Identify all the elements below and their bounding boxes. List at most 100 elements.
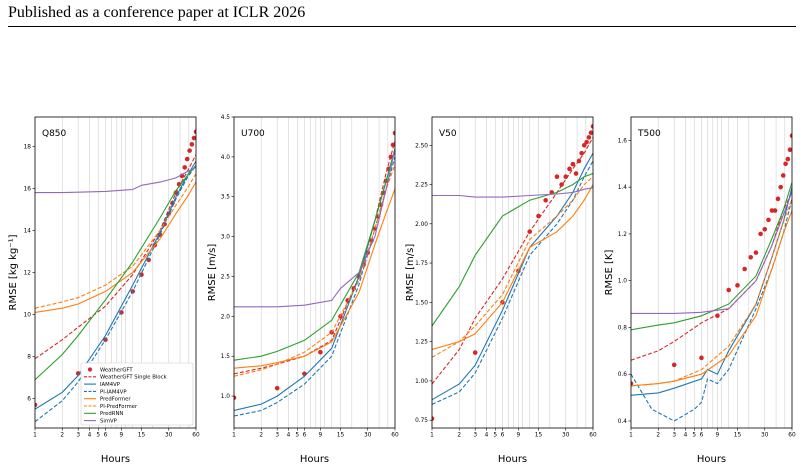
y-tick-label: 4.5	[221, 115, 231, 121]
x-tick-label: 30	[165, 433, 173, 439]
data-point	[570, 161, 576, 167]
series-line-predformer	[35, 181, 196, 313]
series-line-weathergft-single-block	[631, 191, 792, 361]
plot-area	[234, 130, 395, 417]
x-tick-label: 30	[364, 433, 372, 439]
x-tick-label: 3	[473, 433, 477, 439]
data-point	[762, 226, 768, 232]
data-point	[189, 142, 195, 147]
data-point	[182, 165, 187, 170]
legend-label: PI-IAM4VP	[100, 389, 127, 395]
y-tick-label: 16	[24, 186, 32, 192]
data-point	[778, 184, 783, 190]
data-point	[775, 196, 781, 202]
plot-area	[432, 124, 593, 421]
data-point	[559, 182, 564, 187]
y-tick-label: 12	[24, 271, 32, 277]
data-point	[184, 156, 190, 162]
data-point	[753, 250, 759, 255]
y-tick-label: 8	[27, 355, 31, 361]
x-tick-label: 9	[319, 433, 323, 439]
x-tick-label: 6	[700, 433, 704, 439]
series-line-weathergft-single-block	[234, 140, 395, 375]
series-line-predrnn	[234, 148, 395, 361]
x-tick-label: 1	[430, 433, 434, 439]
y-tick-label: 1.50	[415, 300, 428, 306]
x-tick-label: 1	[629, 433, 633, 439]
series-line-simvp	[631, 191, 792, 314]
panel-label: U700	[241, 129, 265, 139]
data-point	[748, 255, 754, 260]
data-point	[543, 197, 548, 203]
series-line-weathergft-single-block	[432, 137, 593, 385]
series-line-simvp	[234, 148, 395, 308]
data-point	[234, 395, 237, 400]
series-line-predrnn	[35, 164, 196, 381]
y-tick-label: 0.8	[618, 325, 628, 331]
y-tick-label: 6	[27, 397, 31, 403]
data-point	[432, 416, 435, 421]
x-tick-label: 30	[761, 433, 769, 439]
series-line-iam4vp	[432, 152, 593, 401]
x-tick-label: 4	[485, 433, 489, 439]
data-point	[318, 349, 323, 355]
x-tick-label: 5	[96, 433, 100, 439]
x-tick-label: 4	[684, 433, 688, 439]
series-line-predformer	[631, 210, 792, 387]
y-tick-label: 3.5	[221, 195, 231, 201]
series-line-weathergft-single-block	[35, 154, 196, 360]
header-rule	[8, 26, 796, 27]
series-line-iam4vp	[631, 187, 792, 396]
x-tick-label: 1	[33, 433, 37, 439]
x-tick-label: 30	[562, 433, 570, 439]
data-point	[769, 208, 775, 213]
y-tick-label: 10	[24, 313, 32, 319]
data-point	[187, 148, 192, 153]
plot-frame	[233, 116, 396, 429]
y-axis-label: RMSE [kg kg⁻¹]	[8, 234, 19, 310]
series-line-predrnn	[432, 172, 593, 327]
chart-panel-u700: 1 2 3 4 5 6 9 15 30 60 1.0 1.5 2.0 2.5 3.0 3.5 4.0 4.5 U70…	[207, 115, 399, 465]
y-tick-label: 3.0	[221, 235, 231, 241]
y-tick-label: 2.0	[221, 314, 231, 320]
data-point	[191, 135, 196, 141]
panel-label: Q850	[42, 129, 67, 139]
x-tick-label: 15	[337, 433, 345, 439]
x-tick-label: 9	[517, 433, 521, 439]
y-tick-label: 0.4	[618, 419, 628, 425]
data-point	[586, 135, 592, 140]
data-point	[193, 129, 196, 135]
legend-marker	[87, 367, 93, 372]
x-tick-label: 2	[656, 433, 660, 439]
y-tick-label: 1.0	[618, 279, 628, 285]
data-point	[567, 166, 572, 172]
plot-frame	[630, 116, 793, 429]
series-line-pi-iam4vp	[35, 164, 196, 423]
series-line-pi-predformer	[631, 198, 792, 387]
y-tick-label: 4.0	[221, 155, 231, 161]
y-axis-label: RMSE [K]	[604, 250, 615, 296]
x-axis-label: Hours	[101, 454, 130, 465]
x-tick-label: 4	[88, 433, 92, 439]
y-tick-label: 1.6	[618, 138, 628, 144]
y-tick-label: 2.5	[221, 274, 231, 280]
data-point	[581, 142, 587, 148]
running-header: Published as a conference paper at ICLR …	[8, 4, 306, 21]
data-point	[554, 174, 560, 179]
data-point	[588, 130, 593, 136]
data-point	[785, 156, 791, 162]
data-point	[573, 171, 579, 176]
x-tick-label: 2	[60, 433, 64, 439]
plot-area	[631, 133, 792, 422]
data-point	[783, 161, 788, 167]
legend-label: IAM4VP	[100, 382, 121, 388]
y-tick-label: 14	[24, 228, 32, 234]
data-point	[472, 350, 478, 355]
y-tick-label: 1.25	[415, 340, 428, 346]
x-tick-label: 2	[259, 433, 263, 439]
data-point	[780, 173, 786, 178]
y-tick-label: 1.75	[415, 261, 428, 267]
data-point	[766, 217, 771, 223]
